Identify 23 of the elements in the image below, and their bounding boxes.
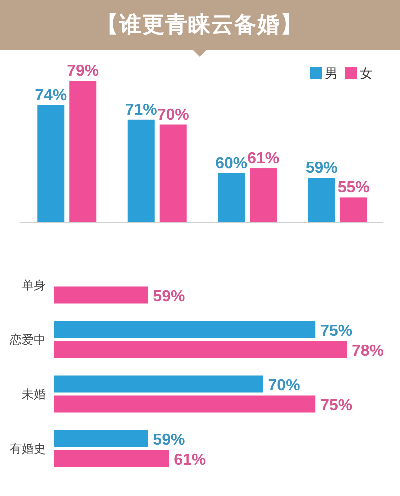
data-label: 59% (306, 160, 338, 178)
y-tick-label: 有婚史 (10, 442, 46, 456)
data-label: 61% (174, 452, 206, 469)
data-label: 59% (153, 432, 186, 449)
data-label: 60% (216, 155, 248, 172)
data-label: 71% (125, 102, 158, 119)
data-label: 70% (268, 377, 300, 394)
y-tick-label: 单身 (22, 278, 46, 292)
y-tick-label: 恋爱中 (9, 332, 46, 347)
data-label: 70% (157, 106, 190, 124)
chart-title: 【谁更青睐云备婚】 (96, 11, 304, 39)
y-tick-label: 未婚 (22, 387, 46, 402)
data-label: 55% (338, 180, 370, 197)
legend-label: 男 (325, 66, 338, 81)
data-label: 75% (320, 397, 353, 414)
legend-label: 女 (360, 66, 373, 81)
data-label: 78% (352, 342, 384, 360)
data-label: 59% (153, 288, 186, 306)
data-label: 75% (320, 322, 353, 340)
data-label: 74% (35, 87, 68, 104)
data-label: 61% (248, 150, 280, 168)
data-label: 79% (67, 63, 100, 80)
legend: 男 女 (310, 66, 373, 81)
